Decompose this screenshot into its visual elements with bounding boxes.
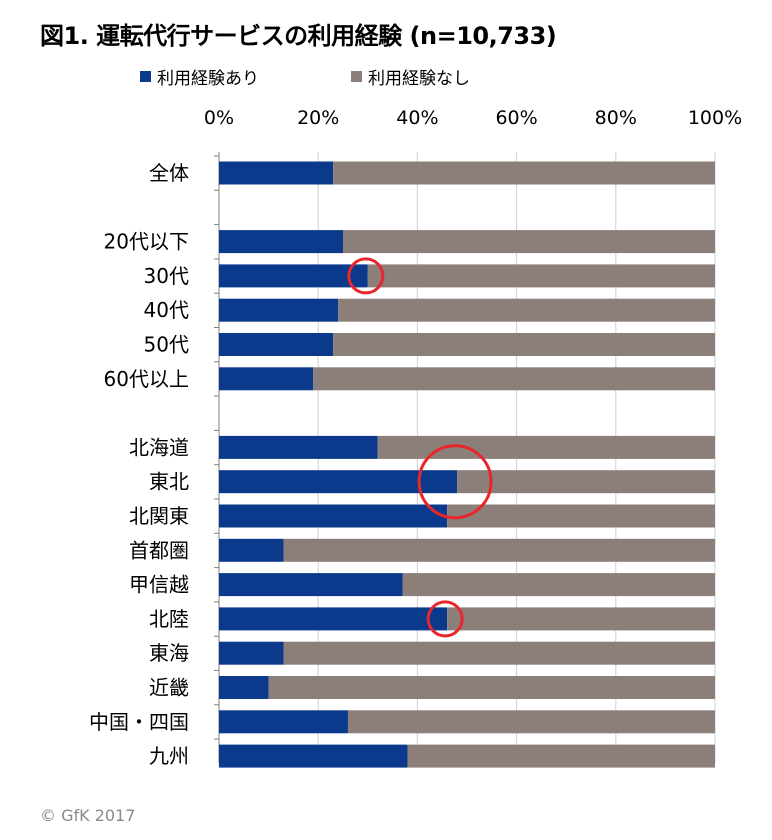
bar-not-used (283, 641, 715, 665)
bar-used (219, 298, 339, 322)
category-label: 北関東 (129, 504, 189, 528)
legend-item-used: 利用経験あり (140, 64, 259, 89)
category-label: 20代以下 (104, 230, 189, 254)
bar-not-used (402, 573, 715, 597)
bar-not-used (447, 607, 715, 631)
x-tick-label: 100% (688, 107, 742, 129)
bar-used (219, 161, 334, 185)
highlight-circle (347, 257, 385, 295)
category-label: 近畿 (149, 676, 189, 700)
bar-used (219, 538, 284, 562)
x-tick-label: 40% (396, 107, 438, 129)
bar-used (219, 504, 448, 528)
bar-not-used (333, 161, 715, 185)
bar-not-used (268, 676, 715, 699)
category-label: 北海道 (129, 435, 189, 459)
category-label: 首都圏 (129, 538, 189, 562)
bar-used (219, 641, 284, 665)
x-tick-label: 80% (595, 107, 637, 129)
copyright: © GfK 2017 (40, 806, 136, 825)
category-label: 中国・四国 (89, 710, 189, 734)
highlight-circle (426, 600, 464, 638)
bar-not-used (338, 298, 715, 322)
x-tick-label: 20% (297, 107, 339, 129)
bar-not-used (313, 367, 715, 391)
category-label: 30代 (144, 264, 189, 288)
bar-used (219, 710, 348, 734)
bar-used (219, 435, 378, 459)
bar-not-used (333, 333, 715, 356)
bar-not-used (457, 470, 715, 494)
bar-used (219, 573, 403, 597)
bar-not-used (367, 264, 715, 288)
bar-not-used (447, 504, 715, 528)
bar-not-used (347, 710, 715, 734)
category-label: 甲信越 (129, 573, 189, 597)
category-label: 40代 (144, 298, 189, 322)
legend-swatch-used (140, 71, 151, 82)
category-label: 東海 (149, 641, 189, 665)
legend-label-used: 利用経験あり (157, 69, 259, 89)
category-label: 北陸 (149, 607, 189, 631)
bar-used (219, 744, 408, 768)
bar-used (219, 333, 334, 356)
bar-not-used (343, 230, 715, 254)
legend-item-not-used: 利用経験なし (351, 64, 470, 89)
legend-label-not-used: 利用経験なし (368, 69, 470, 89)
bar-used (219, 676, 269, 699)
x-tick-label: 0% (204, 107, 234, 129)
legend: 利用経験あり 利用経験なし (140, 64, 470, 89)
category-label: 東北 (149, 470, 189, 494)
category-label: 全体 (149, 161, 189, 185)
bar-used (219, 470, 458, 494)
bar-used (219, 264, 368, 288)
bar-used (219, 367, 314, 391)
bar-not-used (407, 744, 715, 768)
category-label: 50代 (144, 333, 189, 357)
category-label: 九州 (149, 744, 189, 768)
category-label: 60代以上 (104, 367, 189, 391)
bar-not-used (377, 435, 715, 459)
x-tick-label: 60% (495, 107, 537, 129)
legend-swatch-not-used (351, 71, 362, 82)
stacked-bar-chart: 0% 20% 40% 60% 80% 100% 全体 20代以下 30代 40代 50代 60代以上北… (89, 107, 742, 768)
bar-used (219, 607, 448, 631)
chart-title: 図1. 運転代行サービスの利用経験 (n=10,733) (40, 22, 557, 50)
highlight-circle (417, 444, 493, 520)
bar-used (219, 230, 343, 254)
bar-not-used (283, 538, 715, 562)
